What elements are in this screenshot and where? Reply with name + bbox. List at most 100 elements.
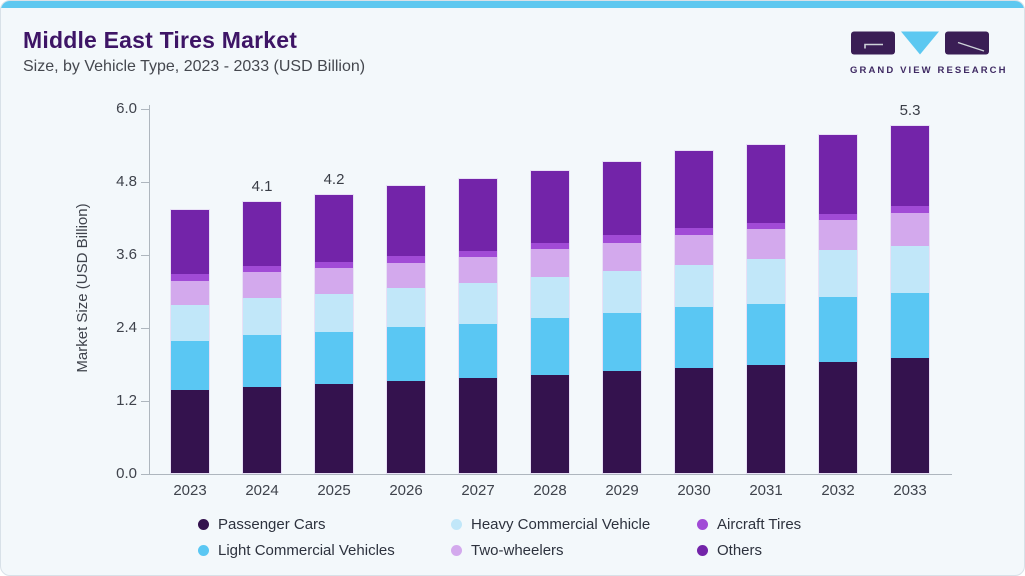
bar-2028-others — [531, 170, 569, 243]
x-tick-label-2032: 2032 — [821, 482, 855, 499]
x-tick-label-2031: 2031 — [749, 482, 783, 499]
legend-item-aircraft-tires: Aircraft Tires — [697, 513, 897, 536]
bar-2033-two-wheelers — [891, 212, 929, 247]
y-tick-mark-0.0 — [141, 474, 149, 475]
bar-2031-aircraft-tires — [747, 222, 785, 230]
bar-2033-heavy-commercial-vehicle — [891, 246, 929, 293]
bar-2023 — [170, 208, 210, 474]
bar-2030-aircraft-tires — [675, 228, 713, 235]
bar-2024-others — [243, 202, 281, 266]
y-axis-line — [149, 105, 150, 474]
bar-2027-light-commercial-vehicles — [459, 323, 497, 379]
bar-2033-light-commercial-vehicles — [891, 292, 929, 359]
bar-2027-two-wheelers — [459, 257, 497, 284]
bar-2023-heavy-commercial-vehicle — [171, 304, 209, 341]
bar-2033 — [890, 125, 930, 474]
bar-2023-aircraft-tires — [171, 274, 209, 281]
x-tick-label-2029: 2029 — [605, 482, 639, 499]
legend-dot-passenger-cars — [198, 519, 209, 530]
legend-dot-others — [697, 545, 708, 556]
y-tick-label-6.0: 6.0 — [116, 100, 137, 117]
bar-value-label-2033: 5.3 — [899, 102, 921, 120]
bar-2024-two-wheelers — [243, 272, 281, 298]
bar-value-label-2025: 4.2 — [323, 171, 345, 189]
y-tick-mark-4.8 — [141, 182, 149, 183]
bar-2027-others — [459, 179, 497, 251]
bar-2030-others — [675, 150, 713, 229]
bar-2024-aircraft-tires — [243, 265, 281, 273]
y-tick-label-2.4: 2.4 — [116, 319, 137, 336]
bar-2032-aircraft-tires — [819, 213, 857, 221]
legend-dot-light-commercial-vehicles — [198, 545, 209, 556]
bar-2024-passenger-cars — [243, 387, 281, 473]
legend-dot-heavy-commercial-vehicle — [451, 519, 462, 530]
bar-2028-passenger-cars — [531, 375, 569, 473]
bar-2023-light-commercial-vehicles — [171, 340, 209, 390]
bar-2025-two-wheelers — [315, 268, 353, 295]
bar-2032-two-wheelers — [819, 220, 857, 250]
bar-2026-two-wheelers — [387, 262, 425, 289]
legend-item-two-wheelers: Two-wheelers — [451, 539, 697, 562]
legend-label-heavy-commercial-vehicle: Heavy Commercial Vehicle — [471, 516, 651, 533]
x-tick-label-2030: 2030 — [677, 482, 711, 499]
bar-2031-passenger-cars — [747, 365, 785, 473]
gvr-logo-text: GRAND VIEW RESEARCH — [850, 65, 1008, 76]
bar-2033-others — [891, 126, 929, 206]
bar-2031-heavy-commercial-vehicle — [747, 258, 785, 305]
bar-2032-light-commercial-vehicles — [819, 296, 857, 362]
bar-2025-others — [315, 195, 353, 262]
bar-2029-others — [603, 161, 641, 236]
x-axis-line — [149, 474, 952, 475]
legend-dot-two-wheelers — [451, 545, 462, 556]
bar-2024-light-commercial-vehicles — [243, 334, 281, 388]
bar-2033-aircraft-tires — [891, 205, 929, 213]
y-tick-mark-3.6 — [141, 255, 149, 256]
bar-2031-light-commercial-vehicles — [747, 304, 785, 366]
bar-2025-heavy-commercial-vehicle — [315, 294, 353, 333]
bar-2023-two-wheelers — [171, 281, 209, 305]
legend-label-aircraft-tires: Aircraft Tires — [717, 516, 802, 533]
bar-2029-two-wheelers — [603, 242, 641, 272]
y-axis-title: Market Size (USD Billion) — [74, 203, 91, 373]
y-tick-mark-6.0 — [141, 109, 149, 110]
bar-2029 — [602, 160, 642, 474]
bar-2032-others — [819, 134, 857, 214]
bar-2031 — [746, 144, 786, 474]
bar-2033-passenger-cars — [891, 358, 929, 473]
x-tick-label-2023: 2023 — [173, 482, 207, 499]
x-tick-label-2033: 2033 — [893, 482, 927, 499]
bar-2030-light-commercial-vehicles — [675, 307, 713, 368]
gvr-logo-icon — [851, 31, 989, 55]
gvr-logo: GRAND VIEW RESEARCH — [850, 31, 1008, 76]
bar-2025-passenger-cars — [315, 384, 353, 473]
bar-2030-heavy-commercial-vehicle — [675, 264, 713, 308]
legend-dot-aircraft-tires — [697, 519, 708, 530]
bar-2024 — [242, 201, 282, 474]
bar-2032-heavy-commercial-vehicle — [819, 249, 857, 297]
legend-item-passenger-cars: Passenger Cars — [198, 513, 451, 536]
legend-item-others: Others — [697, 539, 897, 562]
legend: Passenger Cars Heavy Commercial Vehicle Ai… — [198, 513, 897, 562]
bar-2032 — [818, 133, 858, 474]
legend-label-passenger-cars: Passenger Cars — [218, 516, 326, 533]
bar-2026-passenger-cars — [387, 380, 425, 473]
bar-2027-passenger-cars — [459, 378, 497, 473]
bar-2031-two-wheelers — [747, 229, 785, 259]
bar-value-label-2024: 4.1 — [251, 178, 273, 196]
chart-header: Middle East Tires Market Size, by Vehicl… — [23, 27, 365, 76]
bar-2026-heavy-commercial-vehicle — [387, 288, 425, 327]
bar-2025-light-commercial-vehicles — [315, 332, 353, 385]
y-tick-mark-1.2 — [141, 401, 149, 402]
y-tick-label-1.2: 1.2 — [116, 392, 137, 409]
bar-2030-two-wheelers — [675, 234, 713, 265]
y-tick-label-0.0: 0.0 — [116, 465, 137, 482]
legend-item-heavy-commercial-vehicle: Heavy Commercial Vehicle — [451, 513, 697, 536]
page-title: Middle East Tires Market — [23, 27, 298, 53]
page-subtitle: Size, by Vehicle Type, 2023 - 2033 (USD … — [23, 58, 366, 76]
bar-2030 — [674, 149, 714, 474]
bar-2029-passenger-cars — [603, 371, 641, 473]
legend-label-others: Others — [717, 542, 763, 559]
legend-item-light-commercial-vehicles: Light Commercial Vehicles — [198, 539, 451, 562]
